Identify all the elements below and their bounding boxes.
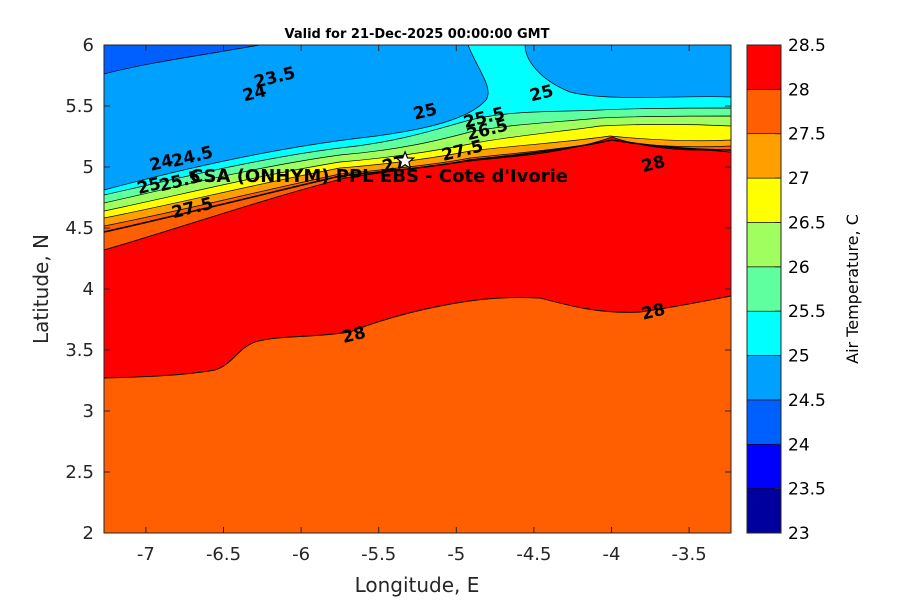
x-tick-label: -3.5: [672, 544, 707, 565]
colorbar-tick-label: 24: [788, 435, 810, 455]
y-tick-label: 2.5: [65, 462, 94, 483]
colorbar-swatch: [746, 89, 782, 135]
contour-fill: [104, 45, 731, 533]
y-tick-label: 5: [83, 157, 94, 178]
colorbar-swatch: [746, 310, 782, 356]
colorbar: 23 23.5 24 24.5 25 25.5 26 26.5 27 27.5 28 28.5: [746, 36, 826, 544]
x-axis-label: Longitude, E: [355, 573, 480, 597]
y-tick-label: 6: [83, 35, 94, 56]
colorbar-title: Air Temperature, C: [843, 214, 862, 364]
x-tick-label: -4.5: [516, 544, 551, 565]
colorbar-tick-label: 24.5: [788, 391, 826, 411]
y-tick-label: 3.5: [65, 340, 94, 361]
colorbar-tick-label: 25: [788, 347, 810, 367]
colorbar-tick-label: 26: [788, 258, 810, 278]
y-axis: 2 2.5 3 3.5 4 4.5 5 5.5 6: [65, 35, 731, 544]
x-tick-label: -7: [137, 544, 155, 565]
site-star-icon: [394, 150, 416, 170]
colorbar-swatch: [746, 222, 782, 268]
colorbar-swatch: [746, 177, 782, 223]
y-tick-label: 3: [83, 401, 94, 422]
x-tick-label: -5: [447, 544, 465, 565]
y-axis-label: Latitude, N: [29, 234, 53, 344]
colorbar-tick-label: 23.5: [788, 480, 826, 500]
colorbar-frame: [746, 44, 782, 534]
colorbar-tick-label: 25.5: [788, 302, 826, 322]
y-tick-label: 5.5: [65, 96, 94, 117]
x-tick-label: -6.5: [206, 544, 241, 565]
colorbar-tick-label: 27: [788, 169, 810, 189]
y-tick-label: 2: [83, 523, 94, 544]
chart-title: Valid for 21-Dec-2025 00:00:00 GMT: [285, 27, 550, 42]
colorbar-swatch: [746, 133, 782, 179]
colorbar-tick-label: 28.5: [788, 36, 826, 56]
site-label: CSA (ONHYM) PPL EBS - Cote d'Ivorie: [190, 166, 568, 187]
colorbar-tick-label: 26.5: [788, 213, 826, 233]
x-tick-label: -4: [603, 544, 621, 565]
colorbar-swatch: [746, 266, 782, 312]
colorbar-swatch: [746, 443, 782, 489]
x-tick-label: -5.5: [361, 544, 396, 565]
colorbar-tick-label: 23: [788, 524, 810, 544]
colorbar-swatch: [746, 44, 782, 90]
colorbar-tick-label: 28: [788, 80, 810, 100]
colorbar-swatch: [746, 355, 782, 401]
colorbar-tick-label: 27.5: [788, 125, 826, 145]
colorbar-swatch: [746, 488, 782, 534]
x-tick-label: -6: [292, 544, 310, 565]
contour-line-27-5: [104, 139, 731, 233]
y-tick-label: 4: [83, 279, 94, 300]
y-tick-label: 4.5: [65, 218, 94, 239]
colorbar-swatch: [746, 399, 782, 445]
x-axis: -7 -6.5 -6 -5.5 -5 -4.5 -4 -3.5: [137, 45, 707, 565]
